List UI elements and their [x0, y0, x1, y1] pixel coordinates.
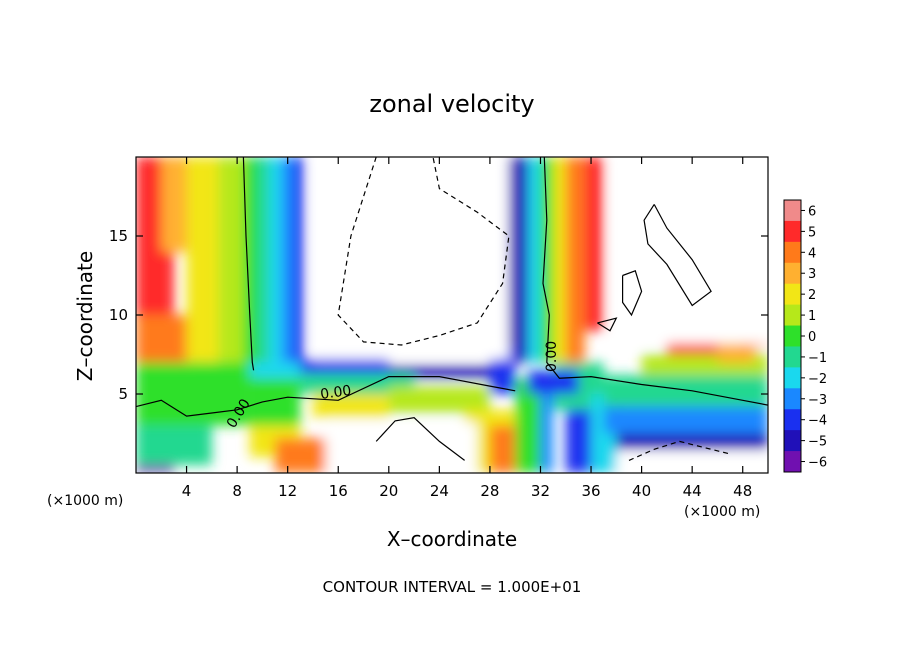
- zero-contour: [136, 376, 516, 417]
- x-tick-label: 44: [683, 482, 702, 500]
- field-patch: [603, 406, 768, 434]
- colorbar-tick-label: −2: [808, 372, 827, 387]
- colorbar-segment: [784, 346, 801, 368]
- colorbar-tick-label: 0: [808, 330, 816, 345]
- field-patch: [616, 433, 768, 450]
- field-patch: [300, 359, 389, 374]
- field-out-of-range: [325, 422, 478, 473]
- x-tick-label: 12: [278, 482, 297, 500]
- colorbar-segment: [784, 430, 801, 452]
- x-tick-label: 8: [232, 482, 242, 500]
- x-axis-title: X–coordinate: [387, 527, 517, 551]
- field-patch: [527, 157, 541, 363]
- negative-contour: [337, 157, 510, 346]
- field-patch: [584, 157, 604, 331]
- contour-lines: [136, 157, 768, 461]
- field-patch: [527, 370, 579, 394]
- colorbar-tick-label: 5: [808, 225, 816, 240]
- field-patch: [565, 157, 585, 363]
- x-axis: 4 8 12 16 20 24 28 32 36 40 44 48: [182, 157, 752, 500]
- field-patch: [540, 157, 554, 363]
- colorbar-segment: [784, 262, 801, 285]
- x-tick-label: 36: [581, 482, 600, 500]
- x-unit-note: (×1000 m): [684, 504, 760, 520]
- z-unit-note: (×1000 m): [47, 493, 123, 509]
- field-patch: [553, 157, 566, 363]
- negative-contour: [628, 440, 731, 461]
- y-tick-label: 5: [118, 385, 128, 403]
- colorbar-segment: [784, 409, 801, 431]
- colorbar-tick-label: −6: [808, 456, 827, 471]
- field-patch: [136, 425, 212, 466]
- chart-title: zonal velocity: [369, 90, 534, 118]
- x-tick-label: 20: [379, 482, 398, 500]
- field-patch: [268, 157, 282, 363]
- colorbar-tick-label: −3: [808, 393, 827, 408]
- colorbar-tick-label: 2: [808, 288, 816, 303]
- field-patch: [218, 157, 244, 363]
- x-tick-label: 4: [182, 482, 192, 500]
- field-patch: [281, 157, 294, 363]
- field-patch: [275, 438, 326, 473]
- colorbar-tick-label: 3: [808, 267, 816, 282]
- x-tick-label: 40: [632, 482, 651, 500]
- velocity-field: [136, 157, 768, 473]
- x-tick-label: 28: [480, 482, 499, 500]
- zero-contour: [242, 157, 255, 371]
- plot-area: [136, 157, 768, 473]
- y-axis-title: Z–coordinate: [73, 251, 97, 381]
- field-patch: [565, 409, 592, 473]
- positive-contour: [643, 204, 712, 307]
- x-tick-label: 16: [329, 482, 348, 500]
- colorbar-tick-label: 1: [808, 309, 816, 324]
- contour-label: 0.00: [544, 341, 560, 372]
- zero-contour: [542, 157, 768, 406]
- field-out-of-range: [616, 452, 768, 473]
- colorbar-segment: [784, 220, 801, 243]
- contour-interval-note: CONTOUR INTERVAL = 1.000E+01: [323, 578, 582, 596]
- colorbar-segment: [784, 451, 801, 473]
- colorbar: 6 5 4 3 2 1 0 −1 −2 −3 −4 −5 −6: [783, 199, 827, 473]
- y-tick-label: 15: [109, 227, 128, 245]
- colorbar-segment: [784, 367, 801, 389]
- field-patch: [603, 375, 768, 407]
- x-tick-label: 48: [733, 482, 752, 500]
- field-patch: [249, 378, 301, 426]
- x-tick-label: 24: [430, 482, 449, 500]
- x-tick-label: 32: [531, 482, 550, 500]
- field-patch: [256, 157, 269, 363]
- field-patch: [540, 394, 554, 473]
- field-patch: [294, 157, 305, 363]
- colorbar-tick-label: −4: [808, 414, 827, 429]
- field-out-of-range: [610, 157, 768, 344]
- colorbar-segment: [784, 304, 801, 327]
- colorbar-tick-label: 6: [808, 204, 816, 219]
- colorbar-segment: [784, 200, 801, 222]
- positive-contour: [597, 317, 618, 332]
- field-patch: [388, 386, 490, 413]
- colorbar-tick-label: −5: [808, 435, 827, 450]
- positive-contour: [622, 270, 643, 317]
- y-tick-label: 10: [109, 306, 128, 324]
- field-patch: [136, 465, 174, 473]
- colorbar-segment: [784, 283, 801, 306]
- colorbar-segment: [784, 388, 801, 410]
- y-axis: 5 10 15: [109, 227, 768, 403]
- field-patch: [186, 157, 219, 363]
- colorbar-segment: [784, 325, 801, 347]
- field-patch: [243, 157, 257, 363]
- positive-contour: [375, 417, 465, 461]
- colorbar-tick-label: −1: [808, 351, 827, 366]
- field-out-of-range: [312, 157, 509, 360]
- field-patch: [249, 362, 301, 379]
- colorbar-segment: [784, 241, 801, 264]
- contour-label: 0.00: [319, 383, 352, 403]
- colorbar-tick-label: 4: [808, 246, 816, 261]
